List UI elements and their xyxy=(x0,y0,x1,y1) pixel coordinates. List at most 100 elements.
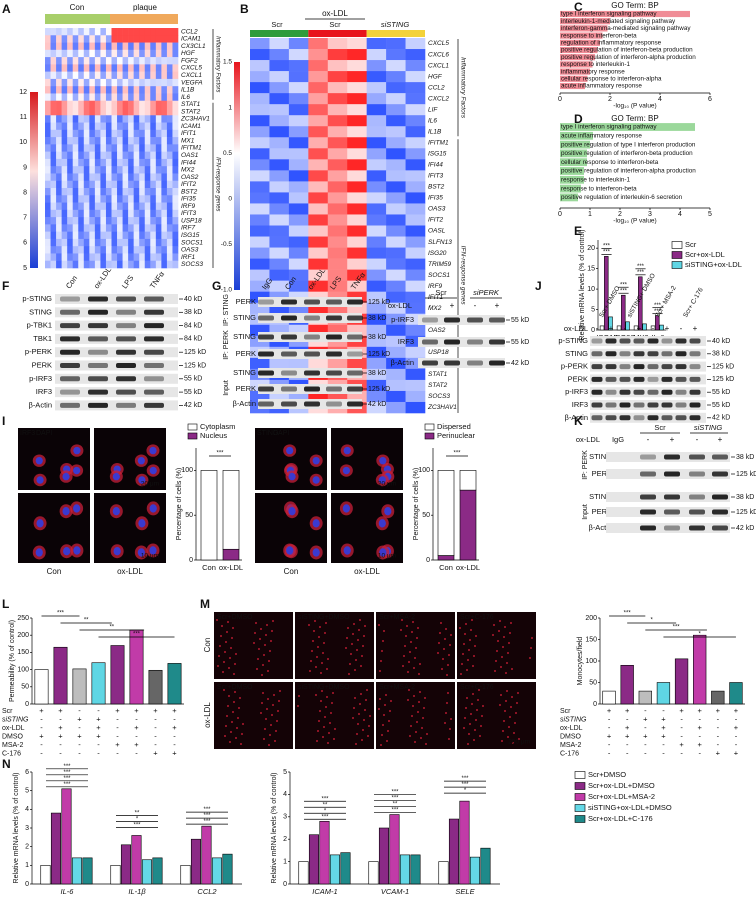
gene-label: MX2 xyxy=(428,305,442,312)
heat-cell xyxy=(288,214,309,226)
heat-cell xyxy=(166,180,173,189)
heat-cell xyxy=(144,57,151,65)
heat-cell xyxy=(94,137,101,145)
heat-cell xyxy=(250,390,270,403)
heat-cell xyxy=(327,104,348,116)
heat-cell xyxy=(308,269,329,281)
label: Scr+DMSO xyxy=(217,614,253,621)
sig-label: *** xyxy=(654,303,662,309)
section-label: IP: PERK xyxy=(582,450,589,480)
heat-cell xyxy=(117,202,123,211)
band xyxy=(661,376,673,382)
heat-cell xyxy=(405,49,426,61)
heat-cell xyxy=(89,144,96,152)
dot xyxy=(316,740,318,742)
heat-cell xyxy=(150,238,157,247)
dot xyxy=(515,712,517,714)
heat-cell xyxy=(67,108,74,116)
panel-letter: I xyxy=(2,414,5,428)
label: - xyxy=(154,723,157,732)
heat-cell xyxy=(269,137,290,149)
heat-cell xyxy=(94,158,101,167)
dot xyxy=(408,661,410,663)
heat-cell xyxy=(105,144,112,152)
heat-cell xyxy=(100,115,107,123)
heat-cell xyxy=(111,224,118,232)
go-term: positive regulation of interferon-alpha … xyxy=(561,54,696,61)
scale-label: -0.5 xyxy=(221,241,233,248)
heat-cell xyxy=(94,253,101,262)
heat-cell xyxy=(172,78,179,87)
dot xyxy=(449,728,451,730)
heat-cell xyxy=(166,151,173,160)
heat-cell xyxy=(56,57,62,65)
sig-label: ** xyxy=(393,802,398,808)
label: + xyxy=(716,706,721,715)
heat-cell xyxy=(111,158,118,167)
dot xyxy=(492,634,494,636)
heat-cell xyxy=(94,180,101,189)
heat-cell xyxy=(161,108,168,116)
go-bar xyxy=(560,149,587,158)
band xyxy=(661,389,673,395)
dot xyxy=(316,656,318,658)
heat-cell xyxy=(139,224,146,232)
label: + xyxy=(450,301,455,310)
heat-cell xyxy=(72,151,79,160)
bar xyxy=(625,321,630,331)
heat-cell xyxy=(50,166,57,174)
heat-cell xyxy=(61,78,68,87)
band xyxy=(116,309,136,315)
section-label: Input xyxy=(582,504,589,520)
band xyxy=(689,338,701,344)
heat-cell xyxy=(45,93,51,102)
heat-cell xyxy=(83,173,90,182)
heat-cell xyxy=(172,49,179,58)
band xyxy=(633,389,645,395)
nucleus xyxy=(343,446,351,455)
sig-label: ** xyxy=(109,625,114,631)
heat-cell xyxy=(89,180,96,189)
heat-cell xyxy=(150,144,157,152)
dot xyxy=(416,721,418,723)
heat-cell xyxy=(111,49,118,58)
band xyxy=(258,299,274,305)
label: 6 xyxy=(25,769,29,776)
band-label: PERK xyxy=(592,507,612,516)
heat-cell xyxy=(327,137,348,149)
dot xyxy=(477,699,479,701)
heat-cell xyxy=(172,108,179,116)
heat-cell xyxy=(386,280,406,292)
gene-label: TRIM59 xyxy=(428,261,452,268)
heat-cell xyxy=(139,253,146,262)
heat-cell xyxy=(161,28,168,36)
heat-cell xyxy=(144,115,151,123)
bar xyxy=(120,844,131,885)
heat-cell xyxy=(405,71,426,83)
band xyxy=(304,351,320,357)
label: Scr xyxy=(654,423,666,432)
dot xyxy=(257,658,259,660)
heat-cell xyxy=(150,137,157,145)
dot xyxy=(494,670,496,672)
heat-cell xyxy=(161,158,168,167)
label: ICAM-1 xyxy=(312,887,337,896)
dot xyxy=(400,629,402,631)
micrograph xyxy=(94,428,166,490)
label: + xyxy=(115,706,120,715)
sig-label: *** xyxy=(391,796,399,802)
dot xyxy=(500,694,502,696)
heat-cell xyxy=(155,137,162,145)
dot xyxy=(324,716,326,718)
heat-cell xyxy=(128,151,134,160)
heat-cell xyxy=(100,224,107,232)
bar xyxy=(633,325,639,331)
heat-cell xyxy=(94,71,101,80)
heat-cell xyxy=(150,217,157,225)
heat-cell xyxy=(94,260,101,269)
label: + xyxy=(96,731,101,740)
heat-cell xyxy=(269,93,290,105)
heat-cell xyxy=(78,166,85,174)
label: - xyxy=(78,740,81,749)
dot xyxy=(512,742,514,744)
